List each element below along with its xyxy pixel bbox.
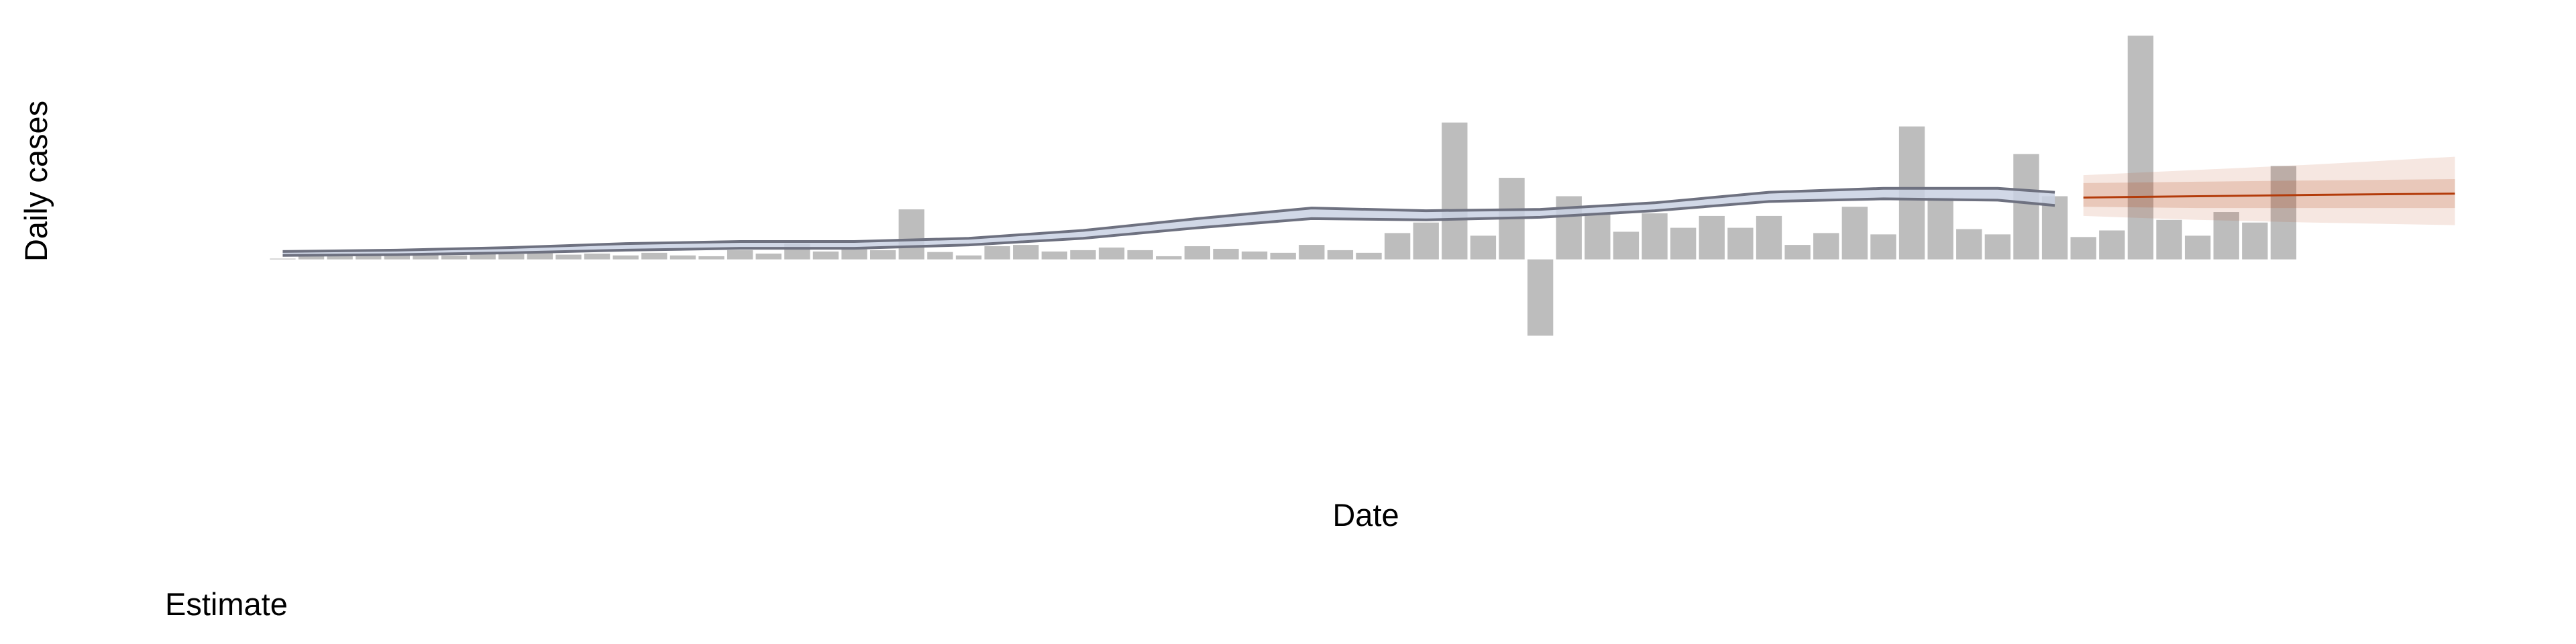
bar <box>1356 252 1382 260</box>
bar <box>1413 222 1439 260</box>
bar <box>1841 207 1868 260</box>
bar <box>1756 215 1782 260</box>
bar <box>1556 196 1582 260</box>
bar <box>2013 154 2039 260</box>
bar <box>1670 227 1697 260</box>
bar <box>1041 251 1067 260</box>
legend-title: Estimate <box>165 586 288 622</box>
bar <box>2070 237 2096 260</box>
bar <box>841 248 867 260</box>
bar <box>641 252 667 260</box>
bar <box>1927 197 1953 260</box>
bar <box>441 255 468 260</box>
bar <box>2270 166 2297 260</box>
bar <box>1956 229 1982 260</box>
bar <box>298 256 325 260</box>
bar <box>1699 215 1725 260</box>
bar <box>1184 246 1211 260</box>
bar <box>1299 245 1325 260</box>
y-axis-title: Daily cases <box>18 101 54 262</box>
bar <box>1470 235 1497 260</box>
x-axis-title: Date <box>1332 497 1399 533</box>
bar <box>755 254 782 260</box>
bar <box>1384 233 1411 260</box>
bar <box>2213 212 2239 260</box>
bar <box>1241 251 1268 260</box>
bar <box>1870 234 1896 260</box>
bar <box>498 254 525 260</box>
bar <box>1813 233 1839 260</box>
bar <box>2041 196 2068 260</box>
bar <box>356 255 382 260</box>
bar <box>1585 213 1611 260</box>
bar <box>1642 213 1668 260</box>
bar <box>527 252 553 260</box>
bar <box>1127 250 1153 260</box>
bar <box>1013 245 1039 260</box>
bar <box>1327 250 1354 260</box>
bar <box>327 255 353 260</box>
bar <box>1156 256 1182 260</box>
bar <box>2099 230 2125 260</box>
forecast-median <box>2083 193 2455 199</box>
bar <box>2156 219 2182 260</box>
forecast-outer-band <box>2083 156 2455 225</box>
bar <box>1527 259 1554 336</box>
bar <box>2242 222 2268 260</box>
bar <box>1727 227 1754 260</box>
bar <box>898 209 924 260</box>
bar <box>927 252 953 260</box>
forecast-inner-band <box>2083 179 2455 209</box>
bar <box>1784 245 1811 260</box>
nowcast-lower <box>282 197 2055 257</box>
bar <box>1613 231 1640 260</box>
bar <box>870 250 896 260</box>
bar <box>1213 248 1239 260</box>
bar <box>555 254 582 260</box>
bar <box>669 255 696 260</box>
bar <box>584 254 610 260</box>
bar <box>470 254 496 260</box>
bar <box>955 255 982 260</box>
bar <box>270 258 296 260</box>
bar <box>812 251 839 260</box>
bar <box>612 255 639 260</box>
bar <box>413 254 439 260</box>
bar <box>2184 235 2211 260</box>
bar <box>984 246 1010 260</box>
bar <box>1442 122 1468 260</box>
bar <box>384 254 411 260</box>
bar <box>1270 252 1296 260</box>
bar <box>1070 250 1096 260</box>
nowcast-upper <box>282 186 2055 253</box>
bar <box>2127 36 2154 260</box>
bar <box>727 250 753 260</box>
bar <box>698 256 724 260</box>
bar <box>1098 248 1125 260</box>
bar <box>1984 234 2011 260</box>
